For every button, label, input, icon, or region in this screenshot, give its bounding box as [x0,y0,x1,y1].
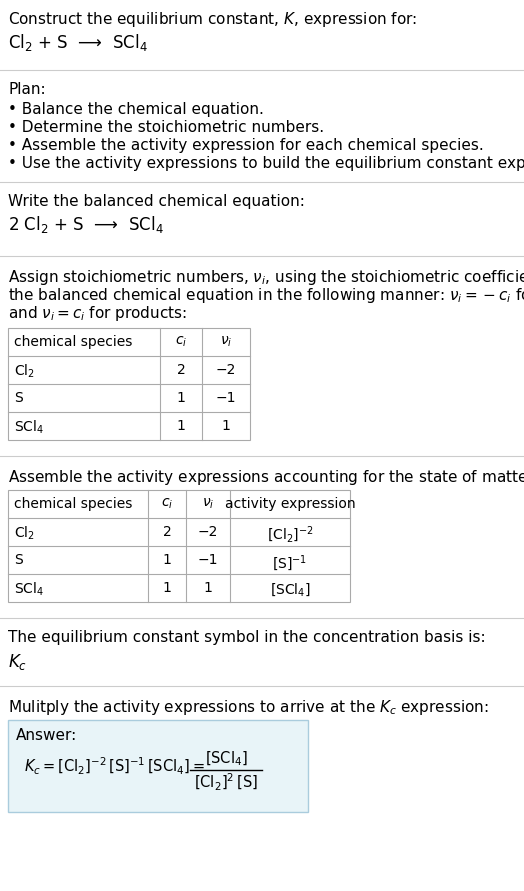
Text: Mulitply the activity expressions to arrive at the $K_c$ expression:: Mulitply the activity expressions to arr… [8,698,489,717]
Text: −1: −1 [216,391,236,405]
Text: 2 Cl$_2$ + S  ⟶  SCl$_4$: 2 Cl$_2$ + S ⟶ SCl$_4$ [8,214,164,235]
Text: activity expression: activity expression [225,497,355,511]
Text: [SCl$_4$]: [SCl$_4$] [270,581,310,598]
Text: $K_c = [\mathrm{Cl}_2]^{-2}\,[\mathrm{S}]^{-1}\,[\mathrm{SCl}_4] = $: $K_c = [\mathrm{Cl}_2]^{-2}\,[\mathrm{S}… [24,756,205,777]
Text: Assemble the activity expressions accounting for the state of matter and $\nu_i$: Assemble the activity expressions accoun… [8,468,524,487]
Text: $c_i$: $c_i$ [161,497,173,511]
Text: The equilibrium constant symbol in the concentration basis is:: The equilibrium constant symbol in the c… [8,630,486,645]
Text: • Use the activity expressions to build the equilibrium constant expression.: • Use the activity expressions to build … [8,156,524,171]
Text: $[\mathrm{SCl}_4]$: $[\mathrm{SCl}_4]$ [204,749,247,768]
Text: • Determine the stoichiometric numbers.: • Determine the stoichiometric numbers. [8,120,324,135]
Text: $[\mathrm{Cl}_2]^2\,[\mathrm{S}]$: $[\mathrm{Cl}_2]^2\,[\mathrm{S}]$ [194,772,258,793]
Text: Cl$_2$ + S  ⟶  SCl$_4$: Cl$_2$ + S ⟶ SCl$_4$ [8,32,148,53]
Text: $K_c$: $K_c$ [8,652,27,672]
Text: Cl$_2$: Cl$_2$ [14,525,35,543]
Text: $\nu_i$: $\nu_i$ [220,335,232,349]
Text: chemical species: chemical species [14,335,133,349]
Text: and $\nu_i = c_i$ for products:: and $\nu_i = c_i$ for products: [8,304,187,323]
Text: SCl$_4$: SCl$_4$ [14,419,44,437]
Text: Answer:: Answer: [16,728,77,743]
Text: 1: 1 [162,581,171,595]
Text: −2: −2 [216,363,236,377]
Text: 1: 1 [222,419,231,433]
Text: 1: 1 [203,581,212,595]
Text: $c_i$: $c_i$ [175,335,187,349]
Text: S: S [14,391,23,405]
Text: 1: 1 [162,553,171,567]
Text: −1: −1 [198,553,219,567]
Text: [Cl$_2$]$^{-2}$: [Cl$_2$]$^{-2}$ [267,525,313,545]
Text: SCl$_4$: SCl$_4$ [14,581,44,599]
Text: • Assemble the activity expression for each chemical species.: • Assemble the activity expression for e… [8,138,484,153]
Text: 2: 2 [162,525,171,539]
Text: • Balance the chemical equation.: • Balance the chemical equation. [8,102,264,117]
Text: −2: −2 [198,525,218,539]
Text: $\nu_i$: $\nu_i$ [202,497,214,511]
Text: Construct the equilibrium constant, $K$, expression for:: Construct the equilibrium constant, $K$,… [8,10,417,29]
Text: Assign stoichiometric numbers, $\nu_i$, using the stoichiometric coefficients, $: Assign stoichiometric numbers, $\nu_i$, … [8,268,524,287]
Text: the balanced chemical equation in the following manner: $\nu_i = -c_i$ for react: the balanced chemical equation in the fo… [8,286,524,305]
Text: 1: 1 [177,391,185,405]
Text: chemical species: chemical species [14,497,133,511]
Bar [8,328,250,440]
Text: Plan:: Plan: [8,82,46,97]
Text: 2: 2 [177,363,185,377]
Text: Cl$_2$: Cl$_2$ [14,363,35,380]
Text: [S]$^{-1}$: [S]$^{-1}$ [272,553,308,573]
Text: S: S [14,553,23,567]
Text: Write the balanced chemical equation:: Write the balanced chemical equation: [8,194,305,209]
Bar [8,720,308,812]
Bar [8,490,350,602]
Text: 1: 1 [177,419,185,433]
